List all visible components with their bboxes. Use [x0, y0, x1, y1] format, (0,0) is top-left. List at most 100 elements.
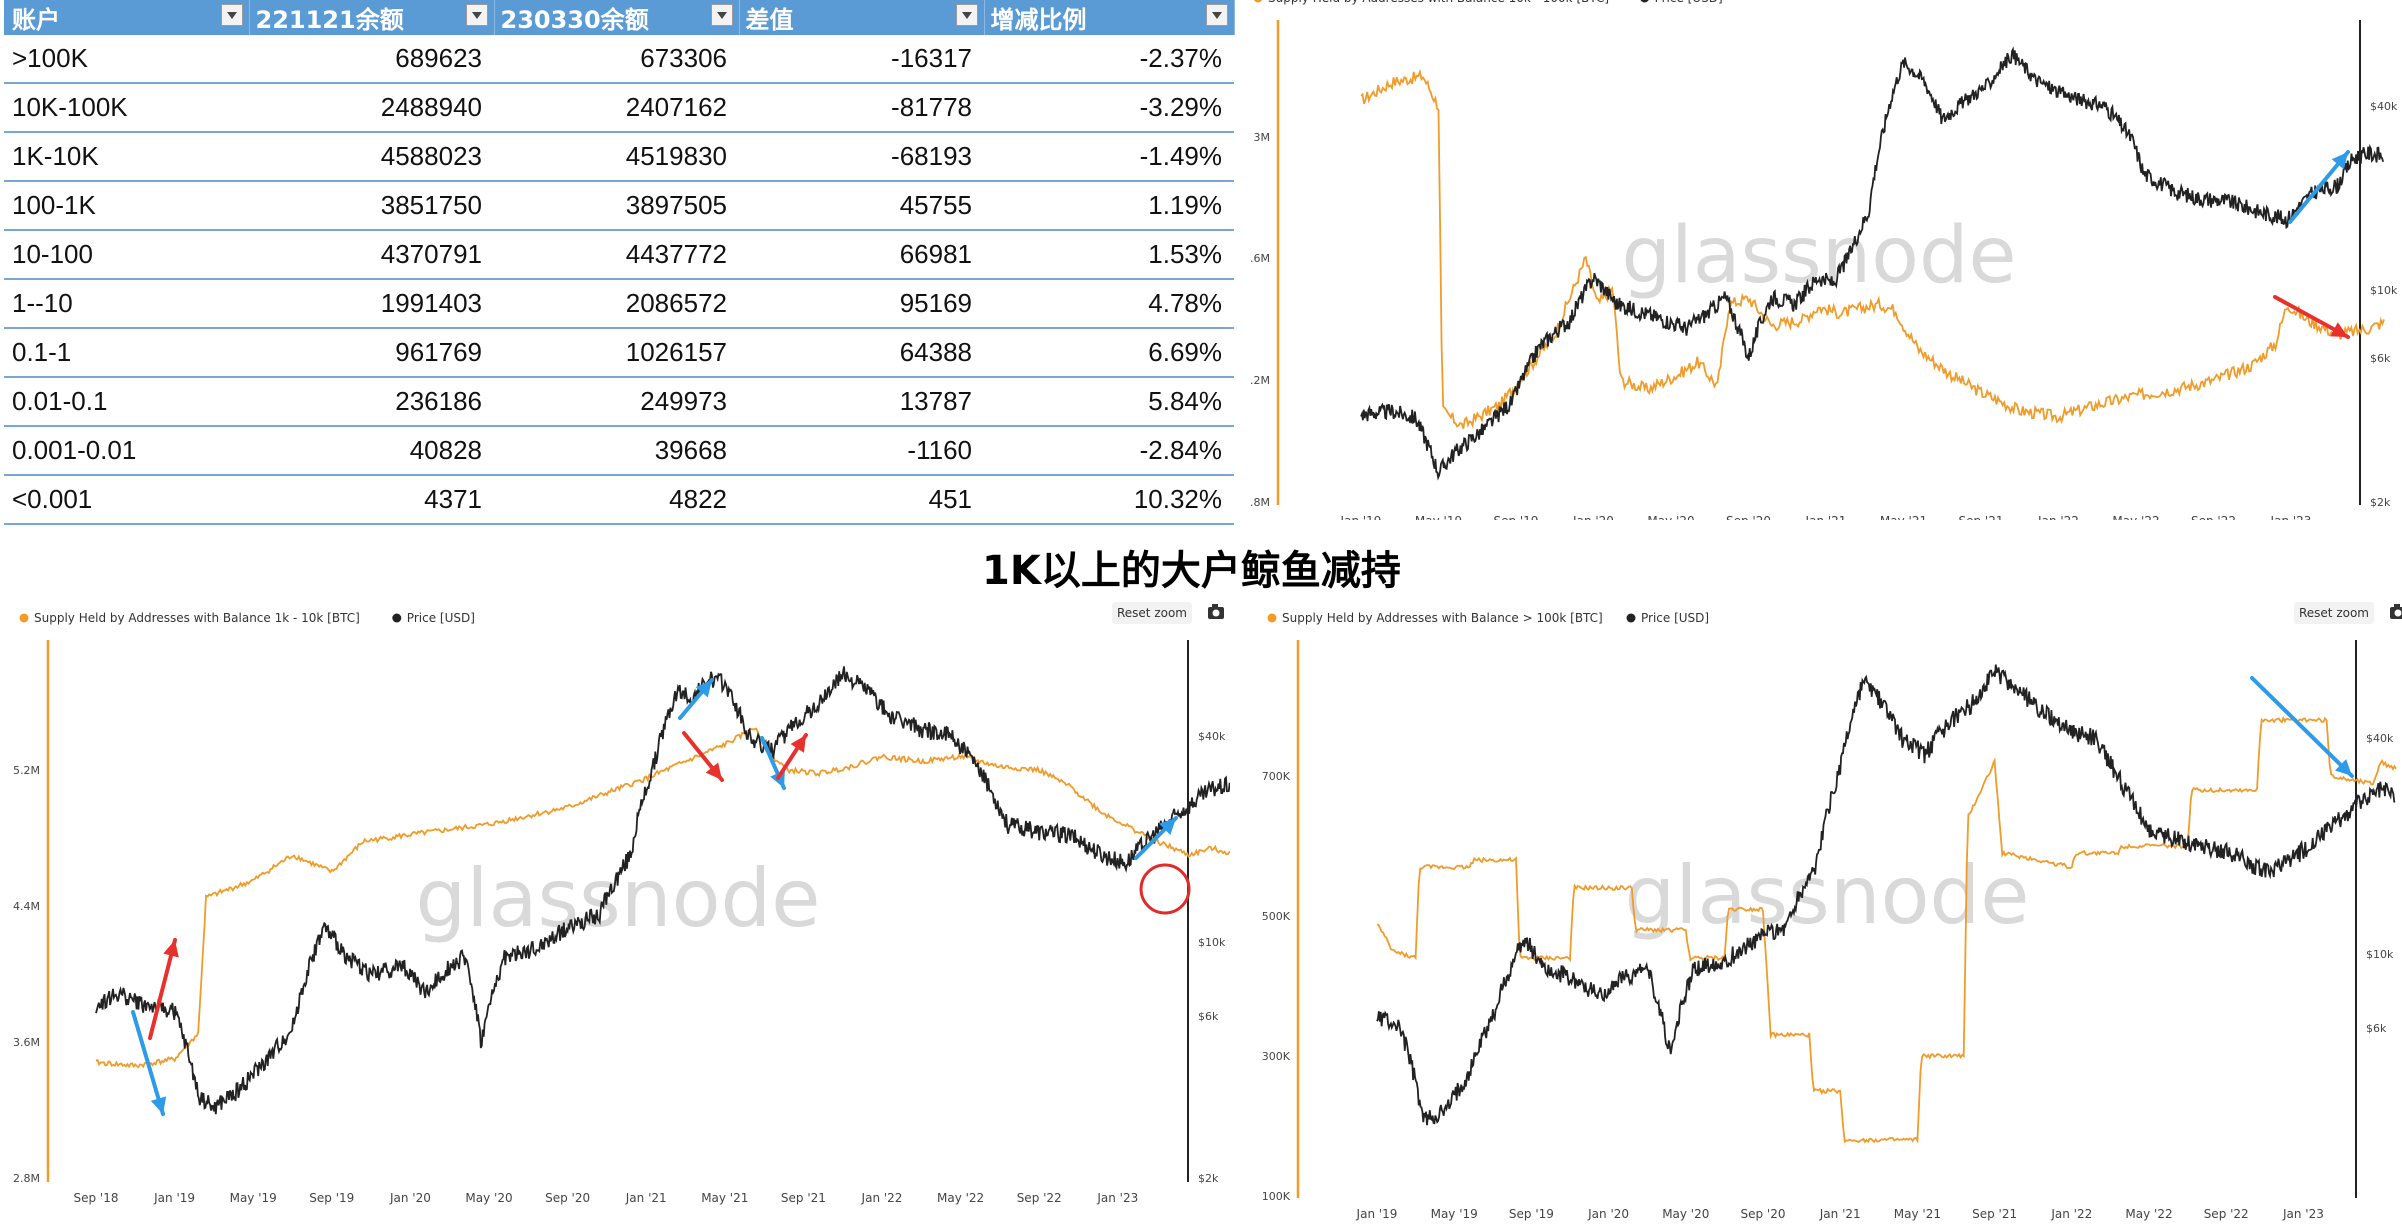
- cell-account: 1K-10K: [4, 132, 249, 182]
- y-left-tick-label: 100K: [1262, 1190, 1291, 1203]
- blue-arrow-annotation: [678, 678, 714, 720]
- cell-balance-230330: 3897505: [494, 181, 739, 231]
- x-tick-label: Sep '22: [1017, 1191, 1062, 1205]
- cell-balance-230330: 4822: [494, 475, 739, 525]
- price-series-line: [95, 666, 1230, 1115]
- cell-difference: 64388: [739, 328, 984, 378]
- x-tick-label: May '19: [230, 1191, 277, 1205]
- x-tick-label: May '19: [1431, 1207, 1478, 1221]
- filter-dropdown-icon[interactable]: [465, 4, 488, 26]
- x-tick-label: Jan '21: [1819, 1207, 1861, 1221]
- x-tick-label: May '20: [1662, 1207, 1709, 1221]
- y-right-tick-label: $10k: [1198, 936, 1226, 949]
- x-tick-label: Jan '20: [1587, 1207, 1629, 1221]
- x-tick-label: Jan '19: [1356, 1207, 1398, 1221]
- table-row: 1--10 1991403 2086572 95169 4.78%: [4, 279, 1234, 329]
- filter-dropdown-icon[interactable]: [1205, 4, 1228, 26]
- y-right-tick-label: $10k: [2366, 948, 2394, 961]
- cell-account: 10-100: [4, 230, 249, 280]
- glassnode-watermark: glassnode: [1622, 211, 2017, 301]
- x-tick-label: Sep '21: [781, 1191, 826, 1205]
- glassnode-watermark: glassnode: [415, 852, 820, 945]
- y-right-tick-label: $2k: [1198, 1172, 1219, 1185]
- blue-arrow-annotation: [1134, 816, 1178, 860]
- x-tick-label: Sep '18: [74, 1191, 119, 1205]
- y-right-tick-label: $6k: [2370, 352, 2391, 365]
- reset-zoom-button[interactable]: Reset zoom: [1112, 602, 1192, 624]
- legend-supply-label: Supply Held by Addresses with Balance 1k…: [34, 611, 360, 625]
- cell-balance-221121: 689623: [249, 35, 494, 84]
- x-tick-label: Sep '22: [2191, 514, 2236, 520]
- red-arrow-annotation: [2273, 295, 2350, 339]
- svg-text:Reset zoom: Reset zoom: [2299, 606, 2369, 620]
- chart-panel-1k-10k: Supply Held by Addresses with Balance 1k…: [0, 598, 1230, 1230]
- supply-series-line: [95, 727, 1230, 1069]
- legend-supply-label: Supply Held by Addresses with Balance > …: [1282, 611, 1603, 625]
- y-left-tick-label: 1.8M: [1250, 496, 1270, 509]
- supply-series-line: [1360, 68, 2385, 429]
- legend-price-label: Price [USD]: [407, 611, 475, 625]
- y-left-tick-label: 300K: [1262, 1050, 1291, 1063]
- balance-table-container: 账户 221121余额 230330余额 差值 增减比例 >100K 689623…: [4, 0, 1235, 525]
- x-tick-label: Jan '20: [389, 1191, 431, 1205]
- legend-price-label: Price [USD]: [1655, 0, 1723, 5]
- cell-account: 100-1K: [4, 181, 249, 231]
- x-tick-label: Jan '19: [153, 1191, 195, 1205]
- x-tick-label: Jan '21: [625, 1191, 667, 1205]
- filter-dropdown-icon[interactable]: [955, 4, 978, 26]
- cell-account: >100K: [4, 35, 249, 84]
- cell-balance-230330: 249973: [494, 377, 739, 427]
- cell-change-ratio: 5.84%: [984, 377, 1234, 427]
- y-left-tick-label: 4.4M: [13, 900, 40, 913]
- x-tick-label: May '21: [1880, 514, 1927, 520]
- legend-price-dot: [1640, 0, 1649, 3]
- x-tick-label: Jan '22: [861, 1191, 903, 1205]
- camera-icon[interactable]: [2390, 604, 2402, 619]
- y-right-tick-label: $40k: [2366, 732, 2394, 745]
- camera-icon[interactable]: [1208, 604, 1224, 619]
- table-row: 1K-10K 4588023 4519830 -68193 -1.49%: [4, 132, 1234, 182]
- cell-balance-230330: 673306: [494, 35, 739, 84]
- y-left-tick-label: 500K: [1262, 910, 1291, 923]
- caption: 1K以上的大户鲸鱼减持: [982, 548, 1401, 594]
- reset-zoom-button[interactable]: Reset zoom: [2294, 602, 2374, 624]
- y-left-tick-label: 2.6M: [1250, 252, 1270, 265]
- price-series-line: [1360, 46, 2384, 481]
- x-tick-label: May '19: [1415, 514, 1462, 520]
- chart-svg: Supply Held by Addresses with Balance > …: [1262, 602, 2402, 1221]
- blue-arrow-annotation: [2250, 676, 2354, 778]
- cell-account: 0.1-1: [4, 328, 249, 378]
- balance-table: 账户 221121余额 230330余额 差值 增减比例 >100K 689623…: [4, 0, 1235, 525]
- x-tick-label: May '22: [2125, 1207, 2172, 1221]
- svg-text:Reset zoom: Reset zoom: [1117, 606, 1187, 620]
- cell-account: 0.001-0.01: [4, 426, 249, 476]
- y-right-tick-label: $40k: [2370, 100, 2398, 113]
- table-header-row: 账户 221121余额 230330余额 差值 增减比例: [4, 0, 1235, 35]
- glassnode-watermark: glassnode: [1624, 849, 2029, 942]
- legend-price-label: Price [USD]: [1641, 611, 1709, 625]
- cell-difference: -1160: [739, 426, 984, 476]
- header-balance-230330: 230330余额: [494, 0, 740, 35]
- cell-balance-230330: 2086572: [494, 279, 739, 329]
- x-tick-label: Jan '22: [2050, 1207, 2092, 1221]
- x-tick-label: Jan '23: [1096, 1191, 1138, 1205]
- cell-balance-230330: 4437772: [494, 230, 739, 280]
- table-row: <0.001 4371 4822 451 10.32%: [4, 475, 1234, 525]
- cell-change-ratio: -1.49%: [984, 132, 1234, 182]
- chart-panel-over-100k: Supply Held by Addresses with Balance > …: [1262, 598, 2402, 1230]
- y-left-tick-label: 3.6M: [13, 1036, 40, 1049]
- blue-arrow-annotation: [2288, 150, 2350, 224]
- filter-dropdown-icon[interactable]: [220, 4, 243, 26]
- x-tick-label: Jan '23: [2282, 1207, 2324, 1221]
- table-row: 0.1-1 961769 1026157 64388 6.69%: [4, 328, 1234, 378]
- legend-price-dot: [392, 613, 402, 623]
- cell-change-ratio: 6.69%: [984, 328, 1234, 378]
- legend-supply-dot: [19, 613, 29, 623]
- y-left-tick-label: 3M: [1254, 131, 1271, 144]
- legend-price-dot: [1626, 613, 1636, 623]
- cell-difference: 95169: [739, 279, 984, 329]
- filter-dropdown-icon[interactable]: [710, 4, 733, 26]
- x-tick-label: May '21: [1894, 1207, 1941, 1221]
- table-row: 10-100 4370791 4437772 66981 1.53%: [4, 230, 1234, 280]
- chart-svg: Supply Held by Addresses with Balance 1k…: [13, 602, 1230, 1205]
